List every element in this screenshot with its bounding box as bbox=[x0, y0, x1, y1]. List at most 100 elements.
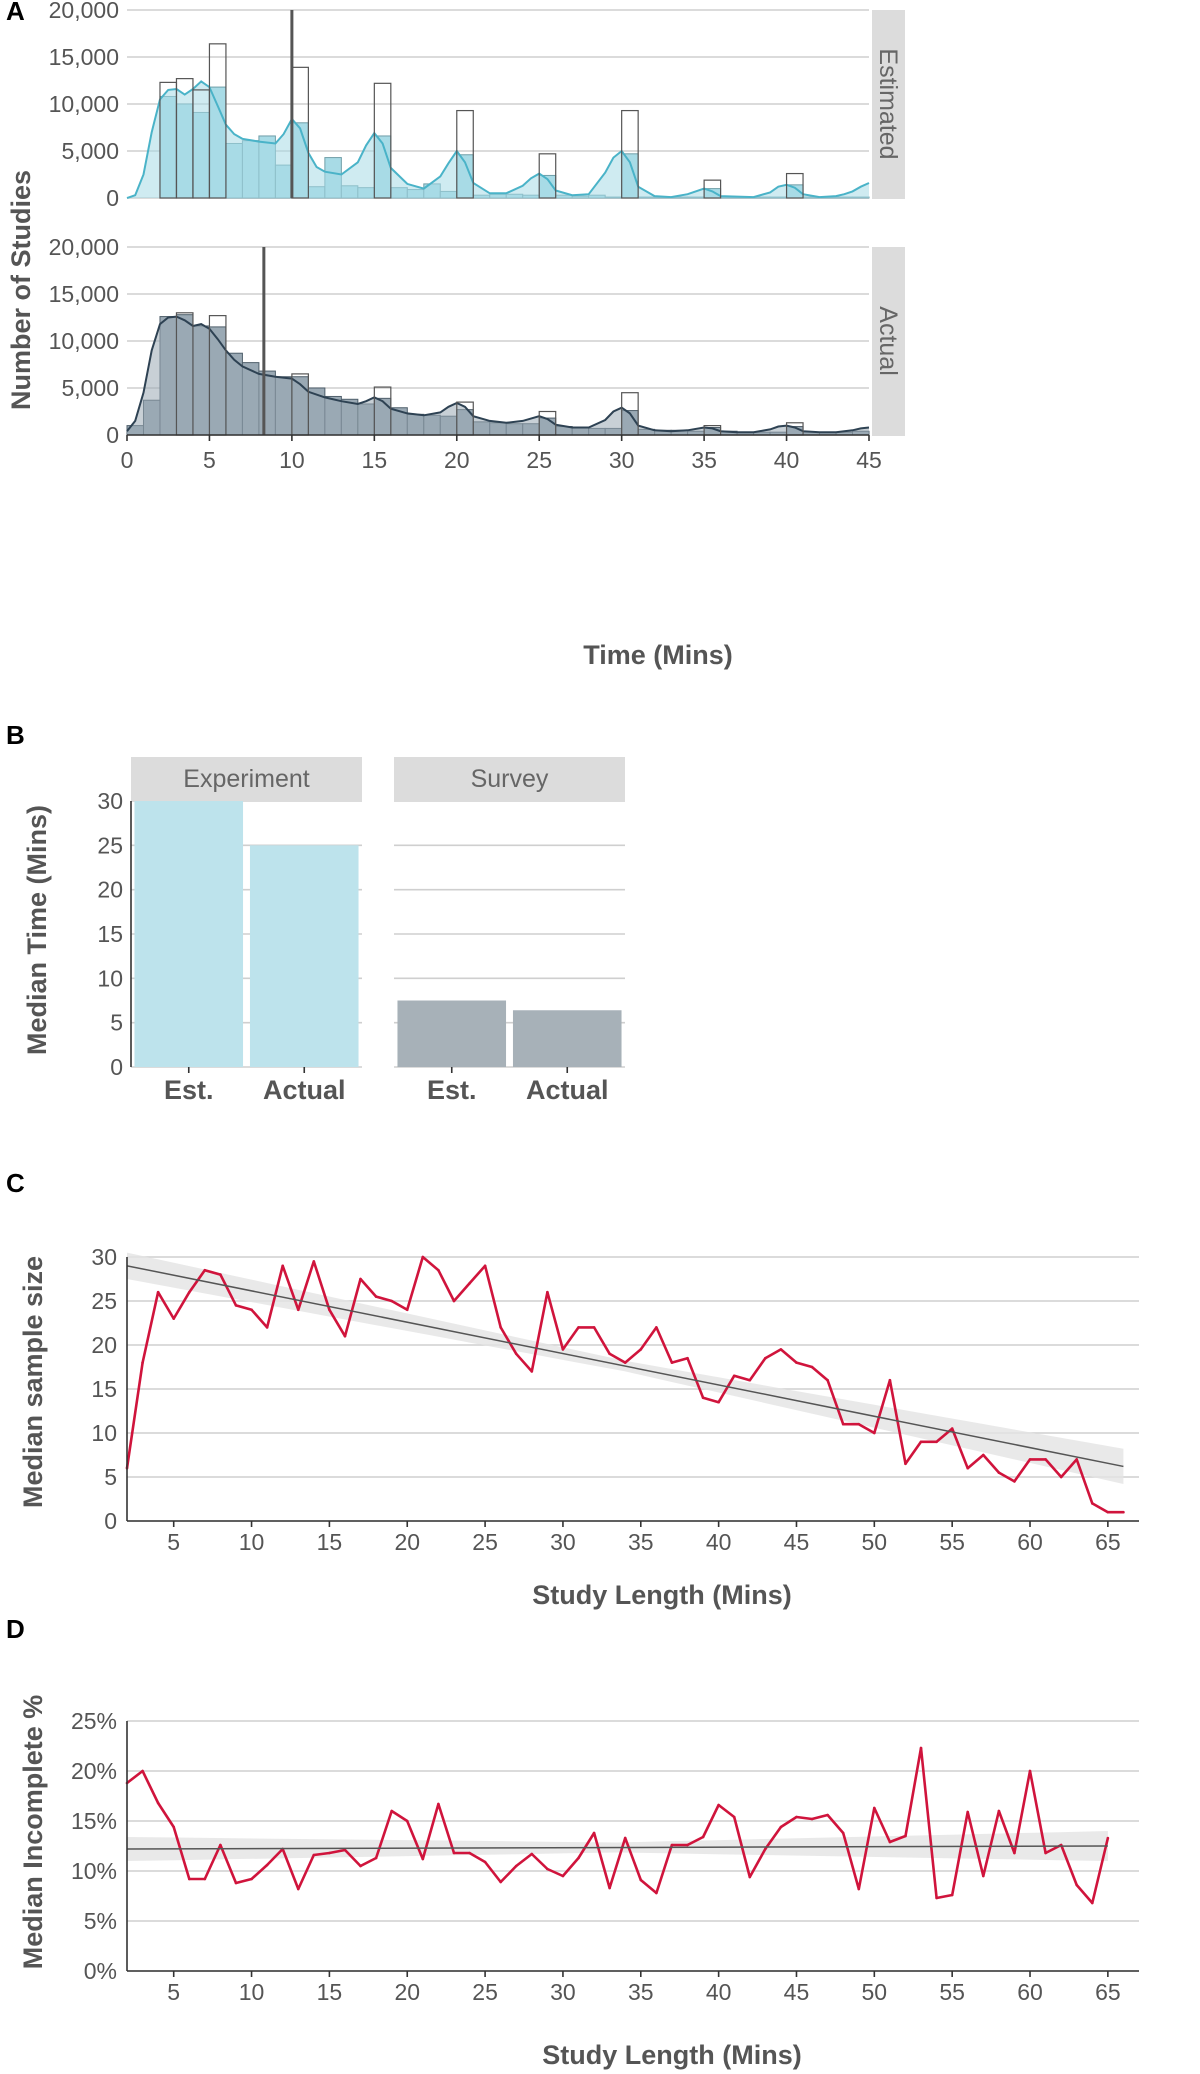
x-tick-label: 60 bbox=[1017, 1979, 1043, 2005]
y-tick-label: 20,000 bbox=[49, 0, 119, 23]
facet-strip bbox=[872, 10, 905, 199]
panel-b-plot: 0 5 10 15 20 25 30 Experiment Est. Actual Survey Es… bbox=[97, 757, 625, 1105]
data-point bbox=[935, 1440, 938, 1444]
histogram-bar-outline bbox=[785, 172, 804, 199]
y-tick-label: 25 bbox=[97, 832, 123, 858]
data-point bbox=[514, 1864, 518, 1868]
data-point bbox=[639, 1878, 643, 1882]
data-point bbox=[997, 1471, 1001, 1474]
data-point bbox=[935, 1896, 938, 1900]
y-tick-label: 15 bbox=[91, 1376, 117, 1402]
y-tick-label: 10% bbox=[71, 1858, 117, 1884]
data-point bbox=[421, 1255, 425, 1259]
data-point bbox=[1090, 1502, 1094, 1505]
data-point bbox=[795, 1361, 798, 1364]
bar bbox=[134, 801, 244, 1067]
histogram-bar-outline bbox=[208, 43, 227, 199]
data-point bbox=[405, 1308, 409, 1312]
histogram-bar-outline bbox=[703, 179, 722, 199]
data-point bbox=[810, 1365, 814, 1369]
data-point bbox=[701, 1835, 705, 1839]
y-tick-label: 0 bbox=[106, 185, 119, 211]
y-tick-label: 25 bbox=[91, 1288, 117, 1314]
data-point bbox=[359, 1864, 362, 1868]
data-point bbox=[141, 1361, 144, 1364]
y-tick-label: 30 bbox=[91, 1244, 117, 1270]
panel-c-x-label: Study Length (Mins) bbox=[532, 1580, 791, 1610]
data-point bbox=[250, 1877, 253, 1881]
data-point bbox=[764, 1847, 767, 1851]
data-point bbox=[841, 1831, 845, 1835]
facet-strip-label: Estimated bbox=[874, 48, 902, 159]
y-tick-label: 10 bbox=[91, 1420, 117, 1446]
data-point bbox=[328, 1308, 331, 1312]
data-point bbox=[1122, 1510, 1125, 1514]
x-tick-label: Est. bbox=[427, 1075, 477, 1105]
data-point bbox=[1013, 1851, 1016, 1855]
data-point bbox=[1075, 1883, 1079, 1887]
x-tick-label: 30 bbox=[550, 1529, 576, 1555]
data-point bbox=[577, 1856, 580, 1860]
x-tick-label: 20 bbox=[444, 447, 470, 473]
data-point bbox=[950, 1893, 954, 1897]
data-point bbox=[343, 1848, 347, 1852]
y-tick-label: 5 bbox=[104, 1464, 117, 1490]
x-tick-label: 35 bbox=[628, 1979, 654, 2005]
data-point bbox=[717, 1803, 720, 1807]
data-point bbox=[592, 1326, 596, 1329]
x-tick-label: 50 bbox=[862, 1979, 888, 2005]
y-tick-label: 5,000 bbox=[61, 138, 119, 164]
panel-c-y-label: Median sample size bbox=[18, 1256, 48, 1508]
data-point bbox=[748, 1378, 752, 1382]
data-point bbox=[468, 1282, 471, 1285]
data-point bbox=[359, 1277, 362, 1281]
data-point bbox=[203, 1877, 207, 1881]
data-point bbox=[966, 1466, 970, 1470]
data-point bbox=[1028, 1458, 1032, 1461]
panel-b-letter: B bbox=[6, 720, 25, 750]
data-point bbox=[483, 1264, 487, 1268]
x-tick-label: 20 bbox=[394, 1979, 420, 2005]
histogram-bar-outline bbox=[373, 82, 392, 199]
x-tick-label: 15 bbox=[362, 447, 388, 473]
data-point bbox=[187, 1290, 191, 1294]
data-point bbox=[452, 1851, 456, 1855]
data-point bbox=[546, 1290, 549, 1294]
facet-strip bbox=[872, 247, 905, 436]
panel-c-letter: C bbox=[6, 1168, 25, 1198]
data-point bbox=[686, 1356, 689, 1360]
y-tick-label: 5% bbox=[84, 1908, 117, 1934]
data-point bbox=[546, 1867, 549, 1871]
data-point bbox=[468, 1851, 471, 1855]
data-point bbox=[655, 1326, 658, 1329]
x-tick-label: 5 bbox=[203, 447, 216, 473]
data-point bbox=[701, 1396, 705, 1400]
x-tick-label: 65 bbox=[1095, 1979, 1121, 2005]
x-tick-label: 25 bbox=[472, 1529, 498, 1555]
data-point bbox=[561, 1874, 565, 1878]
density-line bbox=[126, 315, 870, 434]
data-point bbox=[1075, 1458, 1079, 1461]
histogram-bar-outline bbox=[456, 109, 474, 199]
trend-line bbox=[126, 1265, 1124, 1468]
x-tick-label: 15 bbox=[317, 1979, 343, 2005]
density-line bbox=[126, 80, 870, 199]
histogram-bar-outline bbox=[621, 109, 639, 199]
x-tick-label: 60 bbox=[1017, 1529, 1043, 1555]
data-point bbox=[561, 1348, 565, 1351]
data-point bbox=[810, 1817, 814, 1821]
data-point bbox=[826, 1378, 829, 1382]
data-point bbox=[343, 1334, 347, 1338]
x-tick-label: 0 bbox=[121, 447, 134, 473]
data-point bbox=[623, 1361, 627, 1364]
data-point bbox=[748, 1875, 752, 1879]
data-point bbox=[483, 1860, 487, 1864]
data-point bbox=[234, 1304, 238, 1307]
data-point bbox=[499, 1326, 502, 1329]
y-tick-label: 10 bbox=[97, 965, 123, 991]
data-point bbox=[219, 1273, 222, 1276]
data-point bbox=[437, 1268, 440, 1272]
histogram-bar-outline bbox=[538, 153, 557, 199]
data-point bbox=[530, 1852, 534, 1856]
data-point bbox=[764, 1356, 767, 1360]
